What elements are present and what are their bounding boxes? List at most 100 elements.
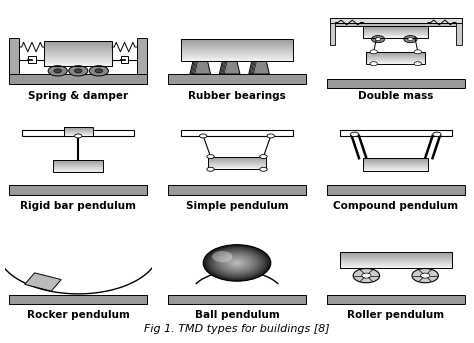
Bar xyxy=(340,252,452,268)
Bar xyxy=(28,56,36,63)
Bar xyxy=(181,130,293,136)
Circle shape xyxy=(230,259,244,267)
Bar xyxy=(364,27,428,28)
Circle shape xyxy=(213,250,261,276)
Bar xyxy=(340,258,452,259)
Circle shape xyxy=(218,252,256,273)
Bar xyxy=(340,259,452,260)
Circle shape xyxy=(205,246,269,280)
Bar xyxy=(181,58,293,59)
Bar xyxy=(208,168,266,169)
Bar xyxy=(208,163,266,164)
Circle shape xyxy=(221,254,253,272)
Circle shape xyxy=(219,253,255,272)
Circle shape xyxy=(260,167,267,171)
Bar xyxy=(181,44,293,45)
Circle shape xyxy=(212,249,262,276)
Bar xyxy=(366,55,425,56)
Text: Roller pendulum: Roller pendulum xyxy=(347,310,444,320)
Polygon shape xyxy=(219,61,240,74)
Text: Simple pendulum: Simple pendulum xyxy=(186,201,288,211)
Bar xyxy=(9,295,147,304)
Bar xyxy=(181,45,293,46)
Circle shape xyxy=(412,269,438,283)
Bar xyxy=(9,38,19,74)
Bar xyxy=(181,54,293,55)
Circle shape xyxy=(208,247,266,279)
Bar xyxy=(45,65,112,66)
Bar xyxy=(366,63,425,64)
Circle shape xyxy=(232,260,242,266)
Bar xyxy=(181,39,293,40)
Bar xyxy=(45,58,112,59)
Bar xyxy=(364,161,428,162)
Circle shape xyxy=(210,248,264,277)
Bar xyxy=(53,164,103,165)
Bar xyxy=(168,295,306,304)
Bar xyxy=(340,255,452,256)
Circle shape xyxy=(200,134,207,138)
Circle shape xyxy=(203,245,271,281)
Bar xyxy=(364,163,428,164)
Circle shape xyxy=(404,36,417,43)
Bar xyxy=(340,130,452,136)
Bar xyxy=(45,47,112,48)
Bar xyxy=(340,261,452,262)
Bar xyxy=(181,42,293,43)
Circle shape xyxy=(433,132,441,137)
Bar xyxy=(364,31,428,32)
Bar xyxy=(340,254,452,255)
Bar xyxy=(456,23,462,46)
Bar xyxy=(181,43,293,44)
Bar xyxy=(181,47,293,48)
Bar xyxy=(366,52,425,64)
Bar xyxy=(181,49,293,50)
Polygon shape xyxy=(190,61,210,74)
Bar xyxy=(53,167,103,168)
Bar xyxy=(364,159,428,160)
Circle shape xyxy=(408,38,413,40)
Bar xyxy=(329,23,336,46)
Circle shape xyxy=(375,38,381,40)
Bar xyxy=(181,60,293,61)
Bar xyxy=(208,167,266,168)
Bar xyxy=(53,169,103,170)
Bar xyxy=(364,33,428,34)
Circle shape xyxy=(215,251,259,275)
Bar xyxy=(121,56,128,63)
Bar xyxy=(364,170,428,171)
Circle shape xyxy=(236,262,238,263)
Bar xyxy=(364,162,428,163)
Bar xyxy=(53,171,103,172)
Bar xyxy=(364,30,428,31)
Bar xyxy=(366,54,425,55)
Text: Rigid bar pendulum: Rigid bar pendulum xyxy=(20,201,136,211)
Bar xyxy=(366,58,425,59)
Bar xyxy=(53,168,103,169)
Bar xyxy=(181,52,293,53)
Bar xyxy=(53,166,103,167)
Bar xyxy=(45,45,112,46)
Bar xyxy=(45,61,112,62)
Bar xyxy=(181,51,293,52)
Text: Spring & damper: Spring & damper xyxy=(28,92,128,102)
Bar xyxy=(45,44,112,45)
Circle shape xyxy=(414,50,421,54)
Bar xyxy=(364,158,428,171)
Circle shape xyxy=(350,132,359,137)
Bar xyxy=(364,167,428,168)
Circle shape xyxy=(217,252,257,274)
Circle shape xyxy=(211,249,263,277)
Bar xyxy=(364,29,428,30)
Circle shape xyxy=(223,256,251,270)
Bar xyxy=(45,64,112,65)
Bar xyxy=(45,57,112,58)
Bar xyxy=(340,260,452,261)
Bar xyxy=(340,263,452,264)
Bar xyxy=(364,28,428,29)
Bar xyxy=(168,185,306,195)
Circle shape xyxy=(74,69,82,73)
Circle shape xyxy=(228,258,246,268)
Circle shape xyxy=(216,251,258,274)
Bar xyxy=(329,23,462,26)
